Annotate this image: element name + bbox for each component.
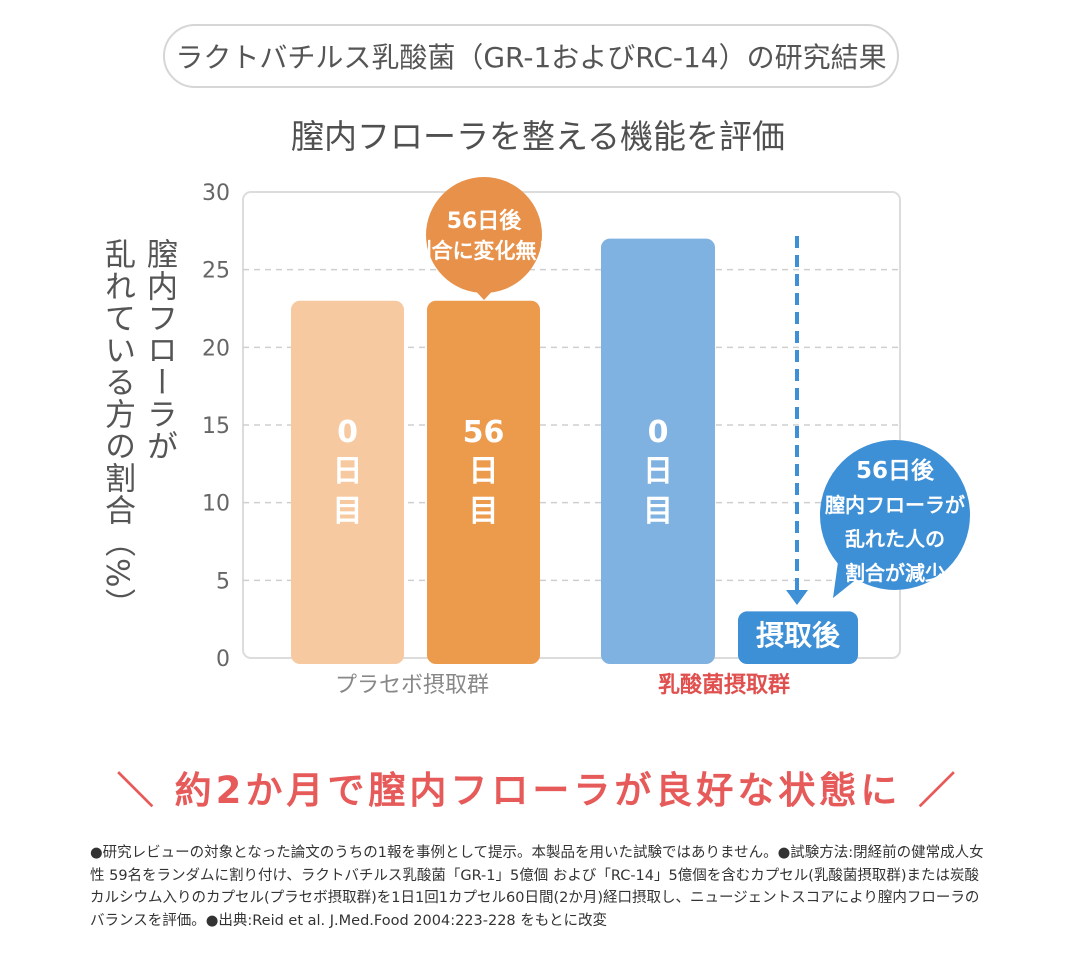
y-tick-label: 30 (202, 181, 230, 206)
footnote: ●研究レビューの対象となった論文のうちの1報を事例として提示。本製品を用いた試験… (90, 845, 984, 929)
callout-orange-line1: 56日後 (447, 208, 523, 234)
bar-label-text: 目 (333, 494, 363, 529)
decrease-arrow-head (786, 590, 808, 605)
callout-blue-line4: 割合が減少 (845, 561, 945, 585)
callout-blue-tail (833, 562, 858, 598)
chart-subtitle: 膣内フローラを整える機能を評価 (290, 117, 785, 156)
y-axis-label: 膣内フローラが 乱れている方の割合（%） (98, 238, 178, 638)
bar-1 (291, 300, 404, 664)
y-tick-label: 15 (202, 414, 230, 439)
callout-orange-bubble (426, 177, 542, 293)
x-group-label-placebo: プラセボ摂取群 (335, 673, 489, 698)
callout-blue-line3: 乱れた人の (845, 527, 945, 551)
bar-label-text: 日 (333, 454, 363, 489)
y-tick-label: 0 (216, 647, 230, 672)
callout-blue-line2: 膣内フローラが (825, 493, 965, 517)
bar-3 (601, 238, 715, 664)
y-tick-label: 25 (202, 259, 230, 284)
bar-label-text: 目 (643, 494, 673, 529)
callout-blue-line1: 56日後 (856, 457, 935, 484)
callout-orange-tail (472, 287, 496, 300)
bar-label-text: 56 (463, 415, 505, 450)
bar-label-text: 摂取後 (756, 619, 841, 652)
bar-4 (738, 611, 858, 664)
callout-blue-bubble (820, 440, 970, 590)
y-tick-label: 10 (202, 492, 230, 517)
y-axis-label-line1: 膣内フローラが (141, 238, 177, 462)
tagline: ＼ 約2か月で膣内フローラが良好な状態に ／ (116, 769, 960, 812)
bar-label-text: 日 (643, 454, 673, 489)
y-axis-label-line2: 乱れている方の割合（%） (99, 238, 135, 621)
bar-label-text: 0 (648, 415, 669, 450)
bar-2 (427, 300, 540, 664)
header-pill: ラクトバチルス乳酸菌（GR-1およびRC-14）の研究結果 (163, 24, 899, 88)
bar-chart: 0510152025300日目56日目0日目摂取後56日後割合に変化無し56日後… (202, 177, 970, 698)
y-tick-label: 5 (216, 569, 230, 594)
callout-orange-line2: 割合に変化無し (411, 239, 558, 263)
header-title: ラクトバチルス乳酸菌（GR-1およびRC-14）の研究結果 (175, 41, 887, 74)
x-group-label-lactobacillus: 乳酸菌摂取群 (658, 672, 790, 698)
y-tick-label: 20 (202, 336, 230, 361)
bar-label-text: 0 (337, 415, 358, 450)
bar-label-text: 目 (469, 494, 499, 529)
bar-label-text: 日 (469, 454, 499, 489)
